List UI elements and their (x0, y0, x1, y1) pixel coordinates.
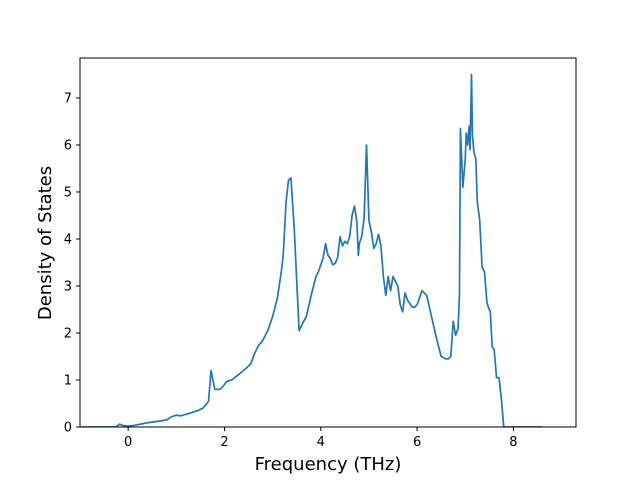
series-line-0 (80, 73, 543, 427)
plot-area (79, 57, 577, 428)
y-tick-label: 7 (64, 91, 72, 106)
y-tick-label: 3 (64, 279, 72, 294)
x-tick-label: 0 (124, 435, 132, 450)
y-axis-ticks: 0 1 2 3 4 5 6 7 (64, 91, 80, 436)
x-tick-label: 8 (509, 435, 517, 450)
y-tick-label: 6 (64, 138, 72, 153)
y-tick-label: 4 (64, 232, 72, 247)
x-axis-ticks: 0 2 4 6 8 (124, 427, 518, 450)
y-tick-label: 2 (64, 326, 72, 341)
y-axis-label: Density of States (35, 166, 56, 320)
y-tick-label: 1 (64, 373, 72, 388)
x-tick-label: 4 (317, 435, 325, 450)
axes-frame (79, 57, 577, 428)
x-tick-label: 2 (220, 435, 228, 450)
x-axis-label: Frequency (THz) (255, 454, 402, 475)
y-tick-label: 5 (64, 185, 72, 200)
y-tick-label: 0 (64, 421, 72, 436)
x-tick-label: 6 (413, 435, 421, 450)
